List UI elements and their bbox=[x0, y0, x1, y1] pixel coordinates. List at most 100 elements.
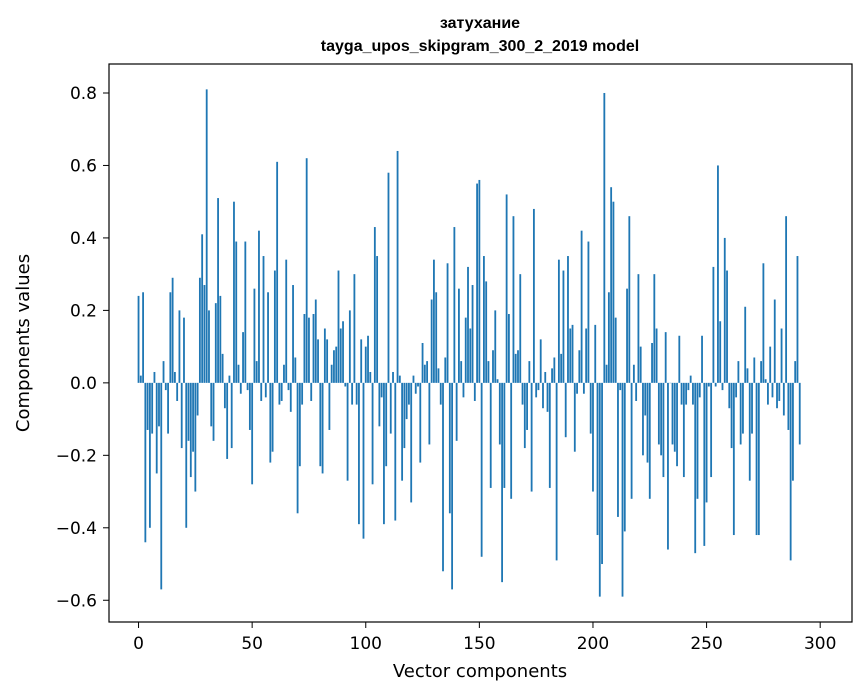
bar-73 bbox=[303, 314, 306, 383]
bar-162 bbox=[505, 194, 508, 383]
x-tick-label: 50 bbox=[241, 634, 263, 654]
bar-48 bbox=[246, 382, 249, 391]
bar-66 bbox=[287, 382, 290, 391]
bar-148 bbox=[473, 382, 476, 401]
bar-141 bbox=[458, 288, 460, 383]
bar-134 bbox=[442, 382, 444, 572]
bar-99 bbox=[362, 382, 365, 539]
x-axis-label: Vector components bbox=[393, 661, 567, 682]
bar-52 bbox=[255, 361, 258, 383]
bar-153 bbox=[485, 281, 488, 383]
bars-layer bbox=[137, 89, 801, 597]
bar-145 bbox=[467, 266, 469, 383]
bar-208 bbox=[610, 187, 613, 383]
bar-107 bbox=[380, 382, 383, 398]
bar-194 bbox=[578, 350, 581, 383]
x-tick-label: 300 bbox=[804, 634, 836, 654]
bar-113 bbox=[394, 382, 397, 521]
bar-54 bbox=[260, 382, 263, 401]
bar-251 bbox=[707, 382, 710, 387]
bar-143 bbox=[462, 382, 465, 398]
y-tick-label: 0.8 bbox=[70, 84, 97, 104]
bar-95 bbox=[353, 274, 356, 383]
bar-280 bbox=[773, 299, 776, 383]
bar-137 bbox=[448, 382, 451, 514]
bar-24 bbox=[192, 382, 194, 452]
bar-64 bbox=[283, 364, 285, 383]
bar-56 bbox=[264, 382, 267, 398]
y-tick-label: −0.4 bbox=[56, 519, 97, 539]
bar-179 bbox=[544, 371, 547, 383]
bar-156 bbox=[492, 350, 494, 383]
x-axis-ticks: 0 50 100 150 200 250 300 bbox=[133, 622, 836, 654]
bar-102 bbox=[369, 371, 372, 383]
bar-14 bbox=[169, 292, 172, 383]
bar-71 bbox=[298, 382, 301, 467]
bar-220 bbox=[637, 274, 640, 383]
bar-25 bbox=[194, 382, 197, 492]
bar-189 bbox=[567, 256, 569, 383]
bar-1 bbox=[139, 375, 142, 383]
bar-270 bbox=[751, 382, 753, 434]
y-tick-label: −0.6 bbox=[56, 591, 97, 611]
bar-182 bbox=[551, 368, 553, 383]
bar-169 bbox=[521, 382, 524, 405]
bar-238 bbox=[678, 335, 681, 383]
bar-193 bbox=[576, 382, 578, 394]
bar-181 bbox=[548, 382, 551, 488]
bar-49 bbox=[248, 382, 251, 430]
bar-230 bbox=[660, 382, 663, 456]
bar-192 bbox=[573, 382, 576, 452]
bar-254 bbox=[714, 382, 717, 387]
bar-85 bbox=[330, 364, 333, 383]
bar-282 bbox=[778, 382, 781, 401]
bar-144 bbox=[464, 317, 467, 383]
bar-117 bbox=[403, 382, 406, 449]
bar-106 bbox=[378, 382, 381, 427]
bar-266 bbox=[742, 382, 744, 434]
bar-222 bbox=[642, 382, 644, 456]
bar-188 bbox=[564, 382, 567, 438]
bar-136 bbox=[446, 263, 449, 383]
bar-256 bbox=[719, 321, 722, 383]
bar-253 bbox=[712, 266, 715, 383]
bar-289 bbox=[794, 361, 797, 383]
bar-198 bbox=[587, 241, 590, 383]
bar-34 bbox=[214, 303, 217, 383]
bar-152 bbox=[482, 256, 485, 383]
bar-267 bbox=[744, 306, 747, 383]
bar-281 bbox=[776, 382, 778, 409]
bar-149 bbox=[476, 183, 479, 383]
bar-255 bbox=[717, 165, 719, 383]
bar-277 bbox=[767, 382, 769, 405]
y-tick-label: 0.4 bbox=[70, 229, 97, 249]
bar-146 bbox=[469, 328, 472, 383]
bar-97 bbox=[358, 382, 360, 525]
bar-125 bbox=[421, 343, 424, 383]
bar-284 bbox=[782, 382, 785, 416]
bar-232 bbox=[664, 332, 667, 383]
bar-104 bbox=[373, 227, 376, 383]
bar-4 bbox=[146, 382, 149, 430]
bar-2 bbox=[142, 292, 144, 383]
bar-245 bbox=[694, 382, 697, 554]
bar-118 bbox=[405, 382, 408, 420]
bar-111 bbox=[389, 382, 392, 434]
bar-115 bbox=[398, 375, 401, 383]
bar-50 bbox=[251, 382, 254, 485]
bar-229 bbox=[657, 382, 660, 445]
bar-278 bbox=[769, 346, 772, 383]
bar-108 bbox=[383, 382, 385, 525]
bar-161 bbox=[503, 382, 506, 488]
bar-258 bbox=[723, 237, 726, 383]
bar-203 bbox=[598, 382, 601, 597]
bar-174 bbox=[532, 208, 535, 383]
bar-268 bbox=[746, 368, 749, 383]
bar-127 bbox=[426, 361, 429, 383]
bar-275 bbox=[762, 263, 765, 383]
bar-135 bbox=[444, 357, 447, 383]
y-tick-label: 0.0 bbox=[70, 374, 97, 394]
bar-211 bbox=[617, 382, 619, 517]
bar-15 bbox=[171, 277, 174, 383]
bar-159 bbox=[498, 382, 501, 445]
